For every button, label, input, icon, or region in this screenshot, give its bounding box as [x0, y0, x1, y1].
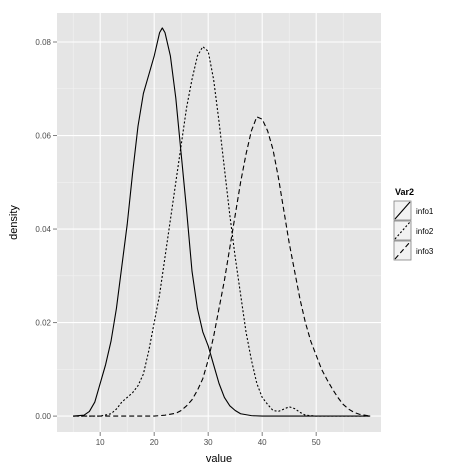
- legend-title: Var2: [395, 187, 414, 197]
- x-axis-title: value: [206, 453, 232, 465]
- x-tick-label: 50: [312, 438, 321, 447]
- legend-label-info2: info2: [416, 227, 434, 236]
- y-axis-title: density: [8, 205, 20, 240]
- x-tick-label: 40: [258, 438, 267, 447]
- legend: Var2 info1 info2 info3: [393, 187, 434, 261]
- legend-label-info3: info3: [416, 247, 434, 256]
- x-axis: 10 20 30 40 50: [96, 432, 321, 447]
- y-tick-label: 0.04: [35, 225, 51, 234]
- legend-key-line-info1: [394, 201, 411, 220]
- x-tick-label: 20: [150, 438, 159, 447]
- y-tick-label: 0.08: [35, 38, 51, 47]
- major-grid: [57, 13, 381, 432]
- series-line-info3: [73, 116, 371, 417]
- series-line-info2: [73, 46, 371, 417]
- series-lines: [73, 27, 371, 417]
- series-line-info1: [73, 27, 371, 417]
- plot-panel: [57, 13, 381, 432]
- x-tick-label: 10: [96, 438, 105, 447]
- y-tick-label: 0.06: [35, 132, 51, 141]
- x-tick-label: 30: [204, 438, 213, 447]
- y-tick-label: 0.00: [35, 412, 51, 421]
- legend-label-info1: info1: [416, 207, 434, 216]
- y-axis: 0.00 0.02 0.04 0.06 0.08: [35, 38, 57, 421]
- legend-key-line-info3: [394, 241, 411, 260]
- y-tick-label: 0.02: [35, 319, 51, 328]
